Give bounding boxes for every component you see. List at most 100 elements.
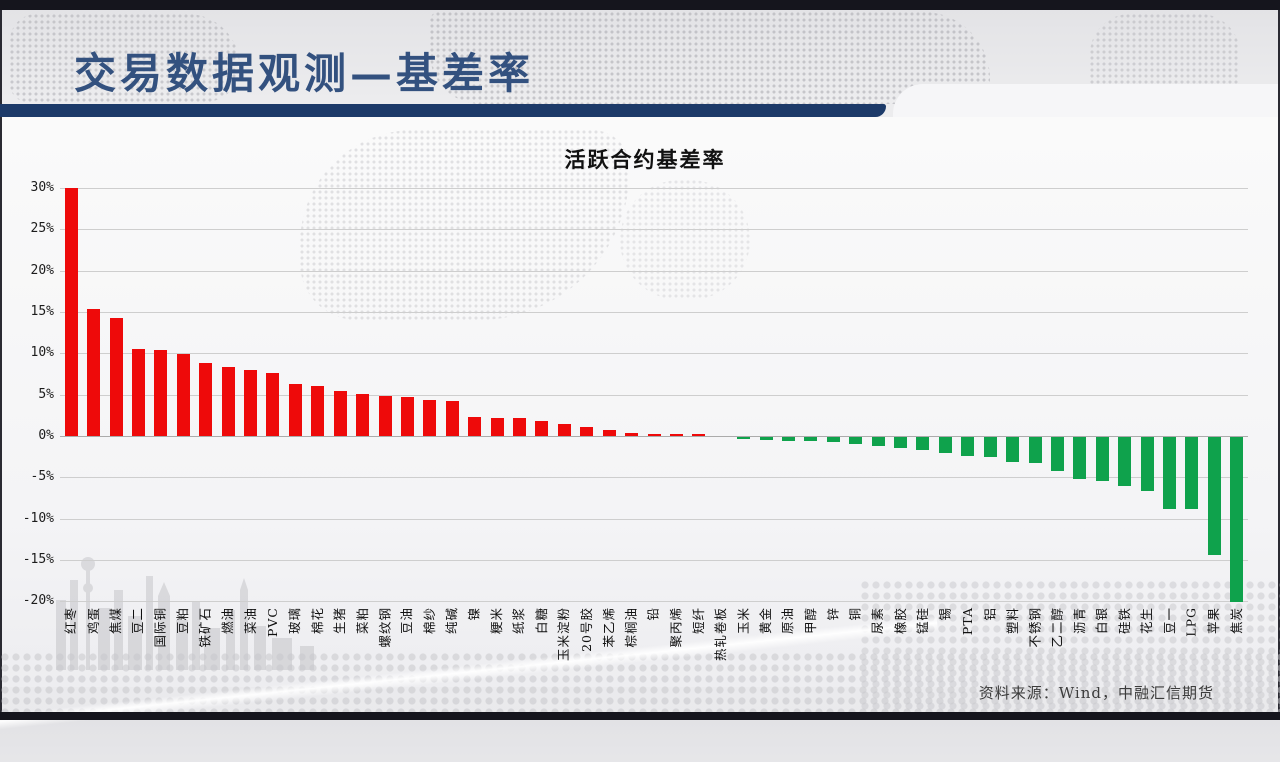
chart-bar-锌 (826, 437, 840, 442)
chart-bar-玻璃 (288, 383, 302, 436)
gridline (60, 601, 1248, 603)
x-axis-label: 纸浆 (511, 607, 527, 635)
chart-bar-LPG (1185, 437, 1199, 509)
x-axis-label: 硅铁 (1116, 607, 1132, 635)
title-underline-bar (0, 104, 886, 117)
chart-bar-菜粕 (356, 393, 370, 436)
chart-bar-沥青 (1073, 437, 1087, 480)
chart-bar-豆油 (400, 397, 414, 436)
x-axis-label: 白银 (1094, 607, 1110, 635)
x-axis-label: 塑料 (1004, 607, 1020, 635)
chart-bar-聚丙烯 (669, 434, 683, 436)
x-axis-label: 红枣 (63, 607, 79, 635)
x-axis-label: 纯碱 (444, 607, 460, 635)
x-axis-label: 棉花 (309, 607, 325, 635)
chart-bar-铝 (983, 437, 997, 457)
x-axis-label: 白糖 (533, 607, 549, 635)
chart-bar-短纤 (692, 434, 706, 436)
gridline (60, 187, 1248, 189)
chart-bar-白银 (1095, 437, 1109, 481)
x-axis-label: 20号胶 (578, 607, 594, 652)
chart-bar-棉花 (311, 385, 325, 436)
chart-bar-生猪 (333, 390, 347, 436)
source-note: 资料来源：Wind，中融汇信期货 (978, 684, 1214, 702)
chart-title: 活跃合约基差率 (564, 147, 726, 172)
chart-bar-焦煤 (109, 317, 123, 436)
y-axis-tick-label: 30% (30, 179, 54, 195)
y-axis-tick-label: 25% (30, 221, 54, 237)
chart-bar-铅 (647, 433, 661, 436)
x-axis-label: 粳米 (489, 607, 505, 635)
x-axis-label: 铅 (646, 607, 661, 621)
chart-bar-棉纱 (423, 399, 437, 436)
y-axis-tick-label: -20% (22, 593, 54, 609)
chart-bar-铜 (849, 437, 863, 444)
x-axis-label: 尿素 (870, 607, 886, 635)
chart-bar-PTA (961, 437, 975, 457)
x-axis-label: 锰硅 (914, 607, 930, 635)
y-axis-tick-label: 5% (38, 386, 54, 402)
x-axis-label: 沥青 (1071, 607, 1087, 635)
gridline (60, 311, 1248, 313)
x-axis-label: 玉米淀粉 (556, 607, 572, 662)
x-axis-label: 花生 (1139, 607, 1155, 635)
slide-left-border (0, 10, 2, 720)
chart-bar-纸浆 (513, 417, 526, 436)
chart-bar-苯乙烯 (602, 430, 616, 436)
chart-bar-不锈钢 (1028, 437, 1042, 464)
chart-bar-苹果 (1207, 437, 1221, 556)
x-axis-label: 苹果 (1206, 607, 1222, 635)
chart-bar-橡胶 (894, 437, 908, 448)
chart-bar-乙二醇 (1050, 437, 1064, 471)
x-axis-label: 豆粕 (175, 607, 191, 635)
x-axis-label: 聚丙烯 (668, 607, 684, 648)
x-axis-label: 豆油 (399, 607, 415, 635)
x-axis-label: LPG (1183, 607, 1199, 637)
chart-bar-黄金 (759, 437, 773, 441)
chart-bar-玉米 (737, 437, 751, 440)
gridline (60, 229, 1248, 231)
chart-bar-鸡蛋 (87, 309, 101, 436)
chart-bar-豆二 (131, 349, 145, 436)
x-axis-label: 镍 (466, 607, 482, 621)
chart-bar-豆粕 (176, 354, 190, 436)
x-axis-label: 橡胶 (892, 607, 908, 635)
zero-gridline (60, 436, 1248, 437)
page-title: 交易数据观测—基差率 (74, 49, 535, 98)
x-axis-label: 短纤 (690, 607, 706, 635)
x-axis-label: 豆二 (130, 607, 146, 635)
slide-top-border (0, 0, 1280, 10)
y-axis-tick-label: -5% (30, 469, 54, 485)
chart-bar-棕榈油 (625, 432, 639, 436)
gridline (60, 353, 1248, 355)
x-axis-label: 苯乙烯 (601, 607, 617, 648)
x-axis-label: 棉纱 (421, 607, 437, 635)
x-axis-label: 国际铜 (152, 607, 168, 648)
y-axis-tick-label: 10% (30, 345, 54, 361)
x-axis-label: 锌 (825, 607, 841, 621)
x-axis-label: 棕榈油 (623, 607, 639, 648)
x-axis-label: PTA (959, 607, 975, 636)
x-axis-label: 焦煤 (108, 607, 124, 635)
chart-bar-红枣 (64, 187, 78, 436)
x-axis-label: 豆一 (1161, 607, 1177, 635)
chart-bar-尿素 (871, 437, 885, 447)
x-axis-label: PVC (264, 607, 280, 638)
gridline (60, 270, 1248, 272)
x-axis-label: 热轧卷板 (713, 607, 729, 662)
chart-bar-塑料 (1006, 437, 1020, 462)
x-axis-label: 焦炭 (1228, 607, 1244, 635)
chart-bar-锰硅 (916, 437, 930, 451)
x-axis-label: 生猪 (332, 607, 348, 635)
y-axis-tick-label: -10% (22, 510, 54, 526)
x-axis-label: 玻璃 (287, 607, 303, 635)
chart-bar-豆一 (1163, 437, 1177, 509)
y-axis-tick-label: 0% (38, 428, 54, 443)
x-axis-label: 菜油 (242, 607, 258, 635)
x-axis-label: 锡 (937, 607, 953, 621)
slide-right-border (1278, 10, 1280, 720)
x-axis-label: 鸡蛋 (85, 607, 101, 635)
chart-bar-螺纹钢 (378, 396, 392, 436)
x-axis-label: 黄金 (758, 607, 774, 635)
chart-bar-粳米 (490, 417, 504, 436)
